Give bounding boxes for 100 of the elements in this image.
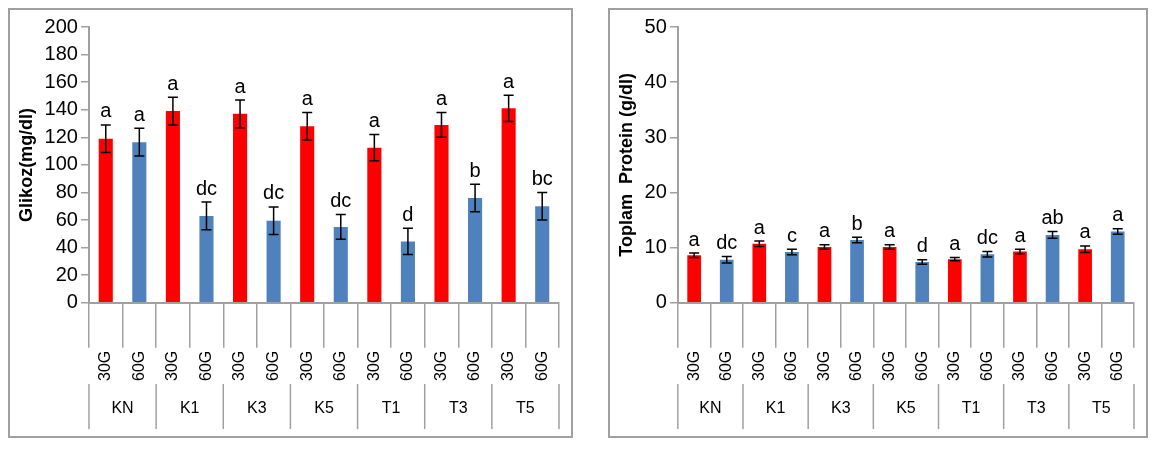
y-tick-label: 10: [644, 235, 667, 258]
data-label: d: [916, 234, 928, 257]
bar: [947, 259, 962, 303]
data-label: a: [133, 102, 146, 125]
x-tick-label: 30G: [96, 350, 114, 382]
y-tick-label: 20: [55, 262, 78, 285]
bar: [882, 247, 897, 303]
x-tick-label: 30G: [684, 350, 702, 382]
bar: [434, 124, 449, 303]
bar: [980, 254, 995, 303]
bar: [1013, 251, 1027, 303]
data-label: dc: [195, 176, 218, 199]
data-label: b: [851, 211, 863, 234]
text: K3: [247, 399, 267, 417]
y-axis-title: Glikoz(mg/dl): [15, 107, 36, 222]
bar: [850, 239, 864, 303]
text: T3: [1026, 399, 1046, 417]
y-tick-label: 40: [644, 69, 667, 92]
text: K5: [896, 399, 916, 417]
y-tick-label: 120: [44, 124, 78, 147]
x-tick-label: 30G: [945, 350, 963, 382]
x-tick-label: 60G: [717, 350, 735, 382]
data-label: a: [301, 87, 314, 109]
y-tick-label: 100: [44, 152, 78, 175]
x-tick-label: 60G: [847, 350, 865, 382]
text: T1: [961, 399, 981, 417]
bar: [468, 197, 483, 303]
y-tick-label: 0: [66, 290, 78, 313]
bar: [1078, 249, 1092, 303]
x-tick-label: 60G: [398, 350, 416, 382]
x-tick-label: 60G: [331, 350, 349, 382]
bar: [199, 215, 214, 303]
x-tick-label: 30G: [431, 350, 449, 382]
x-tick-label: 30G: [297, 350, 315, 382]
data-label: a: [100, 99, 113, 122]
y-tick-label: 140: [44, 97, 78, 120]
x-tick-label: 30G: [749, 350, 767, 382]
bar: [367, 147, 382, 303]
bar: [752, 243, 767, 303]
y-tick-label: 80: [55, 179, 78, 202]
text: K3: [830, 399, 851, 417]
x-tick-label: 30G: [163, 350, 181, 382]
x-tick-label: 30G: [880, 350, 898, 382]
bar: [501, 108, 516, 303]
y-tick-label: 160: [44, 69, 78, 92]
data-label: bc: [531, 166, 553, 189]
x-tick-label: 60G: [465, 350, 483, 382]
text: KN: [111, 399, 134, 417]
bar: [400, 241, 415, 303]
data-label: a: [368, 109, 381, 132]
y-tick-label: 30: [644, 124, 667, 147]
bar: [687, 255, 701, 303]
text: T1: [381, 399, 401, 417]
data-label: dc: [716, 230, 738, 253]
data-label: a: [1014, 223, 1027, 246]
x-tick-label: 60G: [1108, 350, 1126, 382]
bar: [165, 111, 180, 303]
data-label: a: [1079, 220, 1092, 243]
x-tick-label: 60G: [264, 350, 282, 382]
data-label: b: [469, 158, 481, 181]
text: K1: [765, 399, 786, 417]
bar: [98, 138, 113, 303]
x-tick-label: 60G: [782, 350, 800, 382]
y-tick-label: 0: [655, 290, 667, 313]
x-tick-label: 30G: [499, 350, 517, 382]
x-tick-label: 30G: [364, 350, 382, 382]
bar: [233, 113, 248, 303]
data-label: a: [949, 232, 962, 255]
x-tick-label: 30G: [814, 350, 832, 382]
data-label: d: [402, 202, 414, 225]
bar: [132, 142, 147, 303]
text: T3: [448, 399, 468, 417]
bar: [1110, 231, 1125, 303]
bar: [719, 259, 734, 303]
text: K1: [179, 399, 200, 417]
bar: [535, 206, 550, 303]
y-tick-label: 180: [44, 42, 78, 65]
y-tick-label: 60: [55, 207, 78, 230]
y-axis-title: Toplam Protein (g/dl): [615, 73, 636, 257]
data-label: a: [435, 87, 448, 109]
x-tick-label: 60G: [977, 350, 995, 382]
x-tick-label: 60G: [129, 350, 147, 382]
data-label: a: [167, 71, 180, 94]
text: T5: [1092, 399, 1111, 417]
data-label: dc: [263, 181, 285, 204]
bar: [817, 247, 832, 303]
data-label: a: [688, 227, 701, 250]
text: KN: [699, 399, 722, 417]
bar: [300, 126, 315, 303]
x-tick-label: 30G: [230, 350, 248, 382]
text: K5: [314, 399, 334, 417]
data-label: ab: [1041, 206, 1064, 229]
bar: [785, 252, 799, 303]
data-label: dc: [976, 225, 998, 248]
data-label: a: [503, 69, 516, 92]
bar: [333, 226, 348, 303]
y-tick-label: 40: [55, 235, 78, 258]
data-label: c: [786, 223, 797, 246]
text: T5: [516, 399, 535, 417]
y-tick-label: 20: [644, 179, 667, 202]
